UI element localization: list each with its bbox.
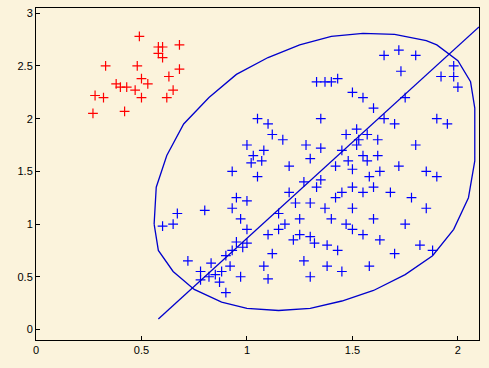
svg-text:1.5: 1.5 — [18, 165, 33, 177]
svg-text:1.5: 1.5 — [345, 344, 360, 356]
svg-text:2: 2 — [27, 113, 33, 125]
svg-text:1: 1 — [244, 344, 250, 356]
svg-text:0.5: 0.5 — [134, 344, 149, 356]
svg-text:0: 0 — [33, 344, 39, 356]
svg-text:2: 2 — [455, 344, 461, 356]
svg-text:0.5: 0.5 — [18, 271, 33, 283]
svg-text:1: 1 — [27, 218, 33, 230]
svg-text:0: 0 — [27, 323, 33, 335]
svg-text:2.5: 2.5 — [18, 60, 33, 72]
svg-text:3: 3 — [27, 7, 33, 19]
